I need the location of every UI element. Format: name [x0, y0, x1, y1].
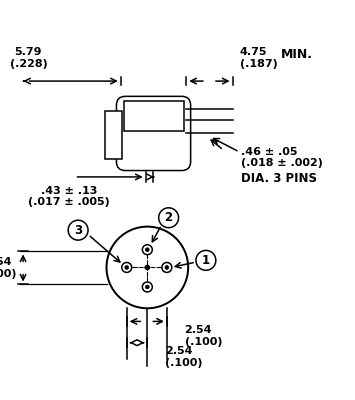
Circle shape	[125, 266, 129, 269]
Text: 1: 1	[202, 254, 210, 267]
Circle shape	[196, 250, 216, 270]
Circle shape	[146, 248, 149, 252]
Text: .43 ± .13
(.017 ± .005): .43 ± .13 (.017 ± .005)	[28, 186, 110, 207]
Text: 2.54
(.100): 2.54 (.100)	[185, 325, 222, 346]
Text: 4.75
(.187): 4.75 (.187)	[240, 47, 277, 69]
Bar	[105, 111, 122, 159]
Circle shape	[145, 265, 149, 270]
Text: MIN.: MIN.	[280, 48, 312, 61]
Text: DIA. 3 PINS: DIA. 3 PINS	[241, 172, 317, 185]
Circle shape	[165, 266, 169, 269]
Circle shape	[122, 262, 132, 272]
FancyBboxPatch shape	[116, 96, 191, 170]
Bar	[124, 101, 184, 131]
Circle shape	[68, 220, 88, 240]
Circle shape	[159, 208, 179, 228]
Text: 2: 2	[165, 211, 173, 224]
Text: .46 ± .05
(.018 ± .002): .46 ± .05 (.018 ± .002)	[241, 147, 323, 168]
Text: 5.79
(.228): 5.79 (.228)	[10, 47, 47, 69]
Text: 2.54
(.100): 2.54 (.100)	[0, 257, 17, 279]
Circle shape	[142, 282, 152, 292]
Circle shape	[142, 245, 152, 255]
Text: 3: 3	[74, 224, 82, 237]
Circle shape	[162, 262, 172, 272]
Circle shape	[106, 227, 188, 308]
Circle shape	[146, 285, 149, 289]
Text: 2.54
(.100): 2.54 (.100)	[165, 346, 203, 368]
